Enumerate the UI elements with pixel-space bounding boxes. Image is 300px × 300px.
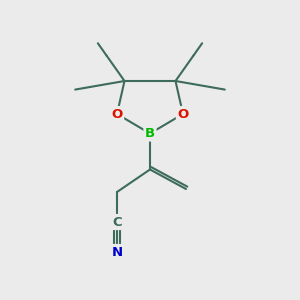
Text: C: C [112, 215, 122, 229]
Text: O: O [111, 107, 123, 121]
Text: N: N [111, 245, 123, 259]
Text: B: B [145, 127, 155, 140]
Text: O: O [177, 107, 189, 121]
